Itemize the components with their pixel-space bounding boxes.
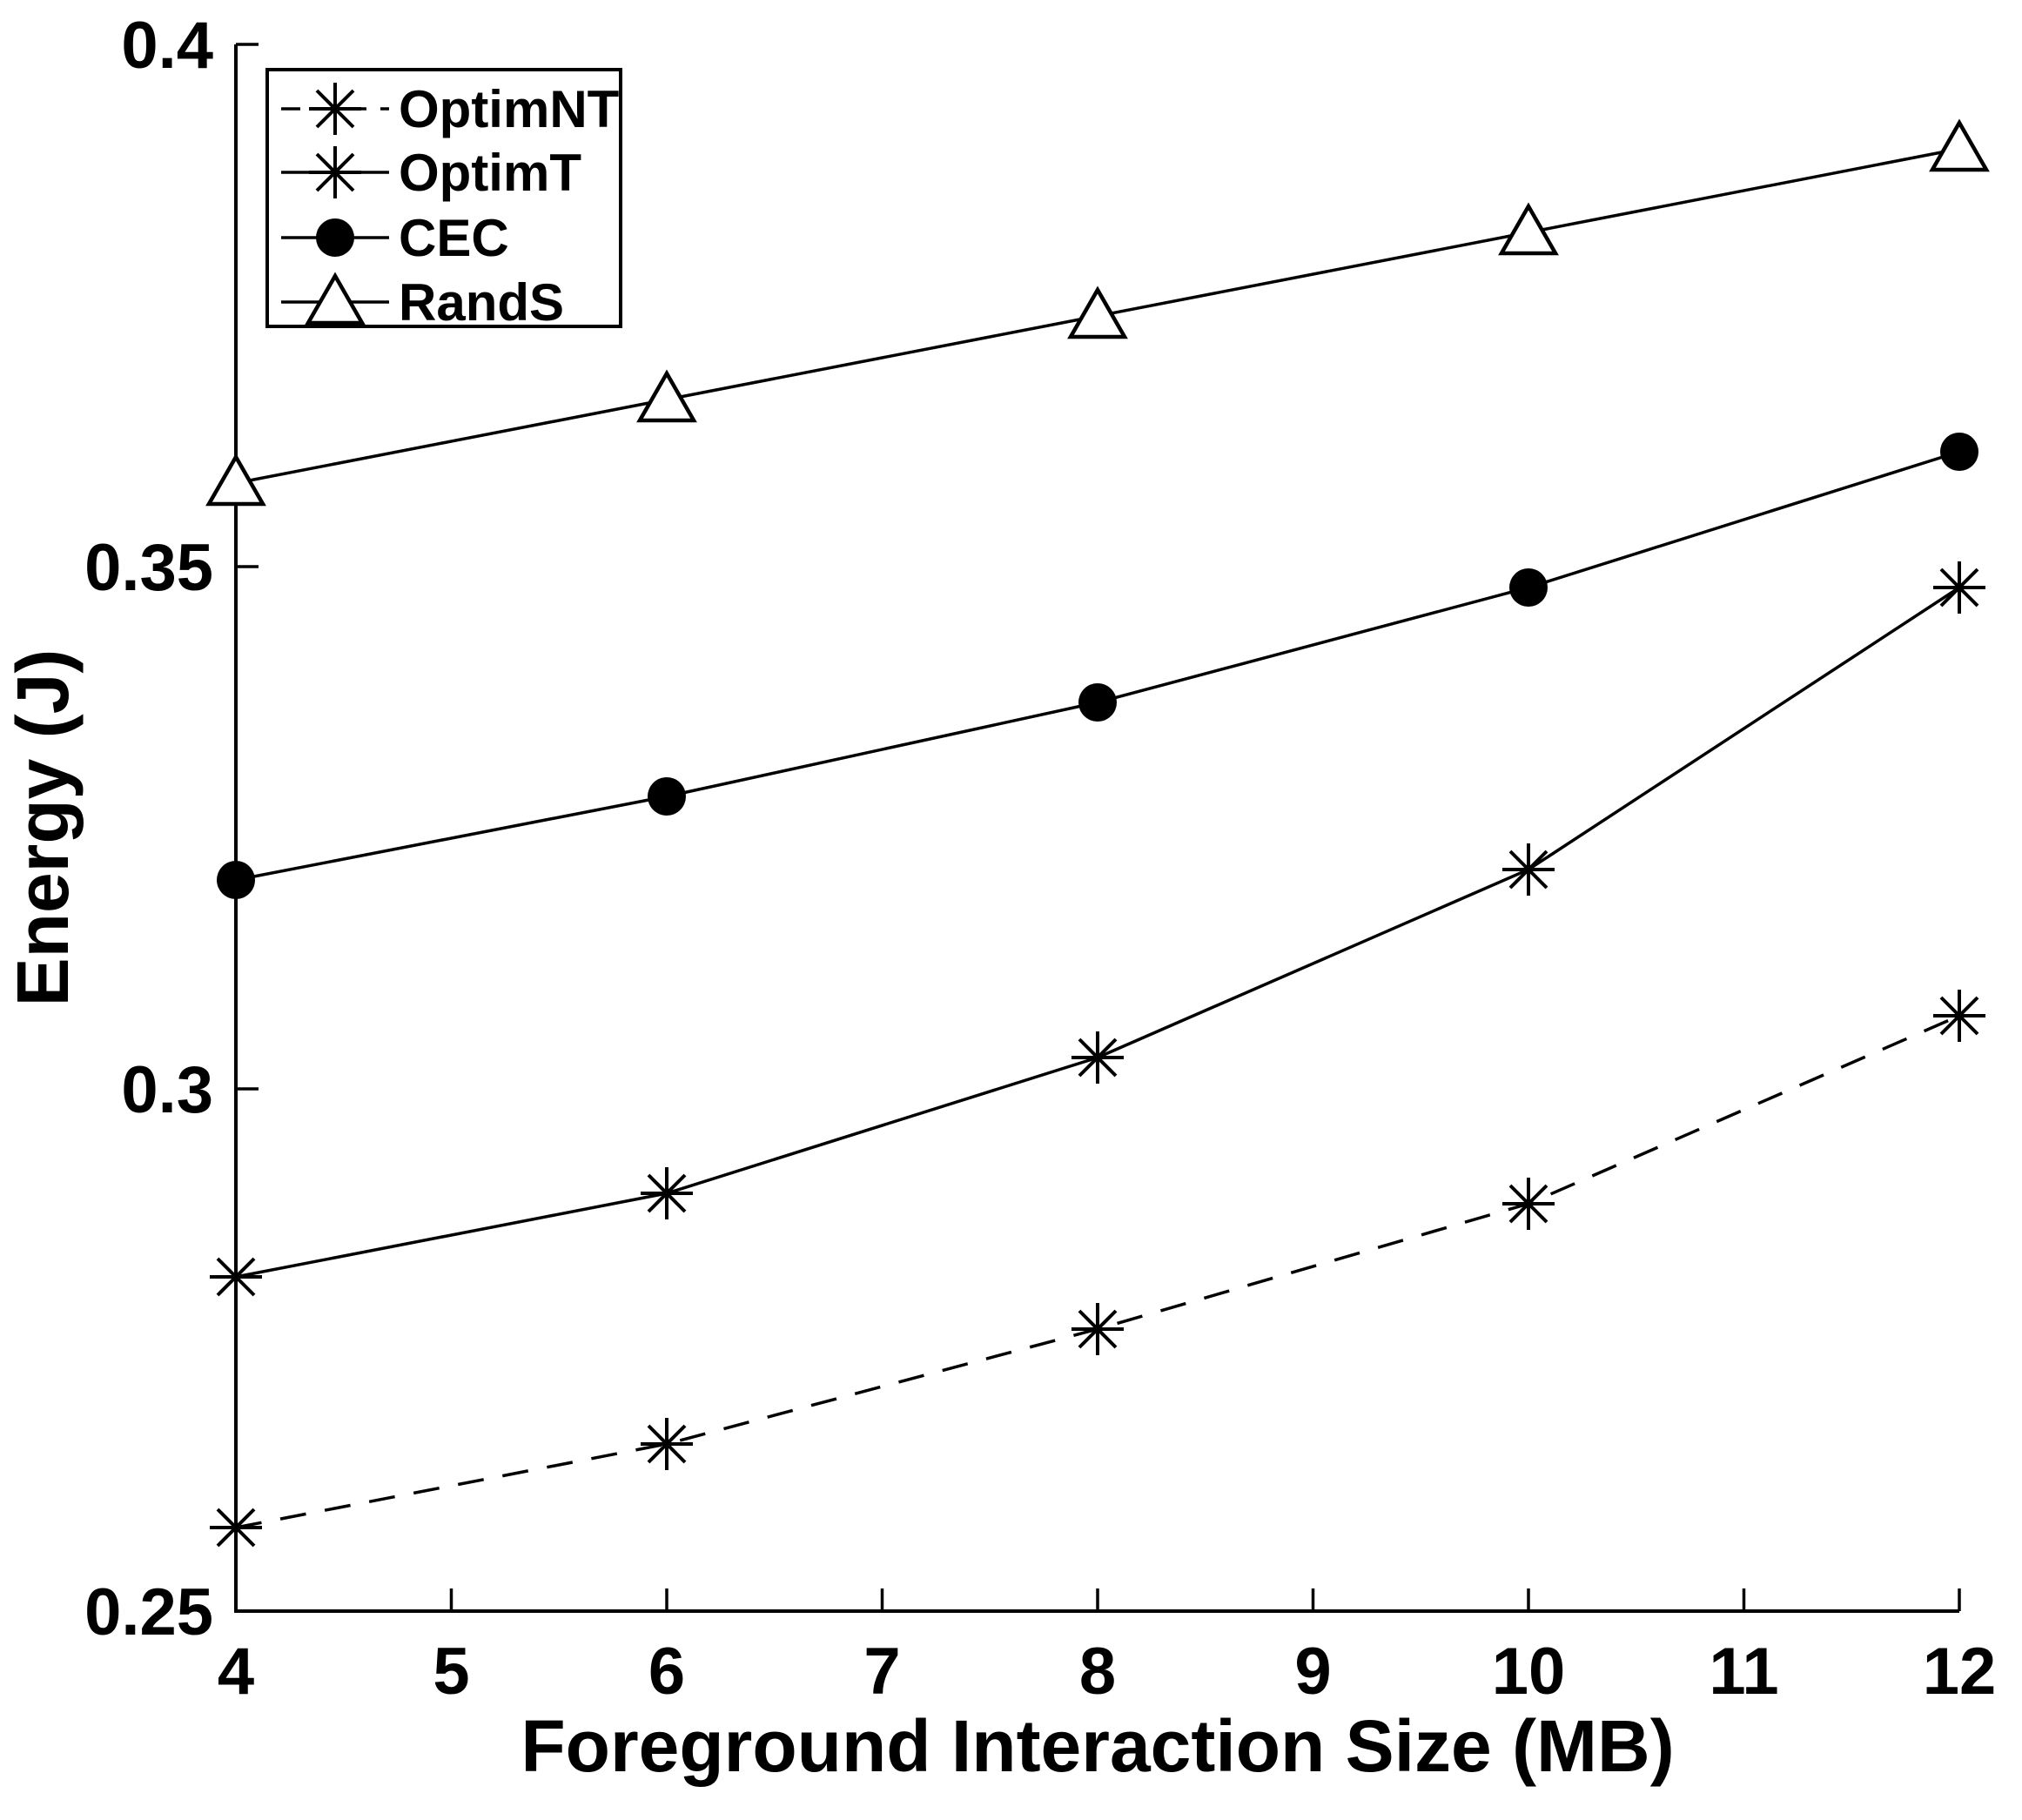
legend-item-RandS: RandS [281,272,564,332]
x-tick-label-9: 9 [1294,1635,1331,1709]
series-OptimT-asterisk-marker [210,1251,262,1303]
plot-area: 0.25 0.3 0.35 0.4 4 5 6 7 8 9 10 11 12 [84,9,1996,1709]
legend-label-OptimT: OptimT [399,144,581,202]
x-tick-label-12: 12 [1923,1635,1997,1709]
y-tick-label-0.3: 0.3 [121,1053,213,1127]
series-OptimNT [210,990,1985,1554]
series-CEC-circle-marker [648,777,686,816]
series-OptimT-asterisk-marker [1933,561,1985,614]
y-tick-label-0.35: 0.35 [84,531,213,605]
legend-item-CEC: CEC [281,209,509,267]
legend-OptimNT-asterisk-marker [309,83,361,135]
y-axis-label: Energy (J) [2,649,84,1007]
x-tick-label-8: 8 [1079,1635,1116,1709]
legend: OptimNT OptimT CEC RandS [265,68,622,332]
series-OptimNT-asterisk-marker [1933,990,1985,1042]
x-tick-label-11: 11 [1709,1635,1778,1709]
legend-RandS-triangle-marker [305,272,366,326]
legend-CEC-circle-marker [316,218,354,257]
x-tick-label-6: 6 [648,1635,685,1709]
series-CEC [217,433,1978,899]
series-OptimNT-asterisk-marker [641,1418,693,1470]
series-OptimT-asterisk-marker [1502,843,1555,896]
x-tick-label-4: 4 [218,1635,254,1709]
x-axis-label: Foreground Interaction Size (MB) [521,1705,1674,1787]
legend-label-CEC: CEC [399,209,509,267]
x-tick-label-10: 10 [1492,1635,1566,1709]
series-RandS-triangle-marker [1067,285,1128,339]
legend-OptimT-asterisk-marker [309,146,361,198]
y-tick-label-0.4: 0.4 [121,9,213,83]
legend-label-RandS: RandS [399,273,564,332]
legend-item-OptimNT: OptimNT [281,80,619,138]
series-OptimNT-asterisk-marker [1071,1303,1124,1355]
series-RandS-triangle-marker [1929,118,1990,172]
series-CEC-line [235,450,1960,882]
series-OptimT-asterisk-marker [641,1167,693,1219]
x-tick-label-5: 5 [433,1635,469,1709]
series-RandS-triangle-marker [636,369,697,423]
y-tick-label-0.25: 0.25 [84,1575,213,1649]
series-RandS-triangle-marker [205,453,266,507]
series-OptimNT-line [235,1014,1960,1529]
series-CEC-circle-marker [1509,568,1548,607]
legend-box [265,68,622,328]
legend-item-OptimT: OptimT [281,144,581,202]
series-RandS-triangle-marker [1498,202,1559,256]
x-tick-label-7: 7 [863,1635,900,1709]
series-CEC-circle-marker [1078,683,1117,722]
series-CEC-circle-marker [217,861,255,899]
series-OptimT [210,561,1985,1303]
series-RandS [205,118,1990,507]
legend-label-OptimNT: OptimNT [399,80,619,138]
series-OptimNT-asterisk-marker [210,1501,262,1554]
series-OptimNT-asterisk-marker [1502,1178,1555,1230]
series-OptimT-asterisk-marker [1071,1031,1124,1084]
series-CEC-circle-marker [1940,433,1978,471]
